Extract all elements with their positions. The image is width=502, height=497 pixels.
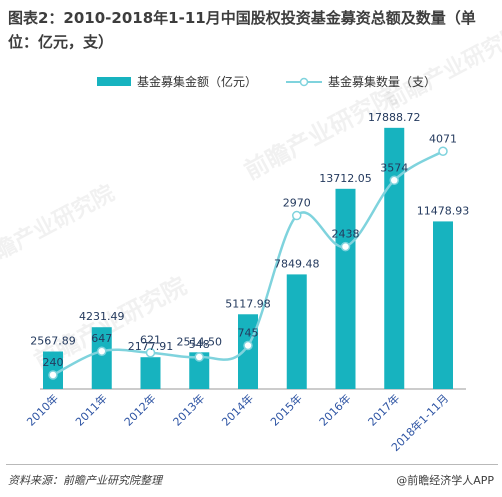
bar-value-label: 7849.48 bbox=[274, 257, 320, 270]
line-point bbox=[292, 210, 302, 221]
bar bbox=[384, 127, 405, 390]
line-value-label: 2438 bbox=[332, 228, 360, 241]
bar-value-label: 4231.49 bbox=[79, 310, 125, 323]
line-point bbox=[243, 340, 253, 351]
chart-title: 图表2：2010-2018年1-11月中国股权投资基金募资总额及数量（单位：亿元… bbox=[8, 9, 476, 51]
brand-credit: @前瞻经济学人APP bbox=[396, 474, 494, 487]
legend-swatch-bar bbox=[97, 77, 131, 86]
x-tick-label: 2013年 bbox=[170, 391, 207, 428]
line-value-label: 2970 bbox=[283, 197, 311, 210]
footer-divider bbox=[6, 464, 498, 465]
line-point bbox=[340, 241, 351, 252]
line-point bbox=[438, 146, 448, 157]
bar bbox=[238, 314, 258, 389]
line-value-label: 621 bbox=[140, 334, 161, 347]
legend-label-bar: 基金募集金额（亿元） bbox=[137, 74, 257, 89]
line-path bbox=[52, 150, 444, 377]
legend-marker-line bbox=[299, 77, 309, 87]
x-tick-label: 2010年 bbox=[24, 391, 61, 428]
bar bbox=[433, 221, 453, 389]
x-axis-tick-labels: 2010年 2011年 2012年 2013年 2014年 2015年 2016年 2017年… bbox=[24, 391, 451, 454]
line-value-label: 240 bbox=[43, 356, 64, 369]
line-point bbox=[194, 352, 204, 362]
line-series bbox=[48, 146, 448, 380]
line-point bbox=[145, 347, 156, 358]
bar-value-label: 17888.72 bbox=[368, 111, 421, 124]
x-tick-label: 2012年 bbox=[121, 391, 158, 428]
line-value-label: 647 bbox=[91, 332, 112, 345]
x-tick-label: 2016年 bbox=[316, 391, 353, 428]
x-tick-label: 2011年 bbox=[72, 391, 109, 428]
bar bbox=[91, 327, 112, 389]
line-point bbox=[389, 175, 399, 186]
line-point bbox=[97, 346, 107, 356]
line-value-label: 4071 bbox=[429, 132, 457, 145]
x-tick-label: 2017年 bbox=[365, 391, 402, 428]
source-note: 资料来源：前瞻产业研究院整理 bbox=[8, 474, 162, 487]
watermark-text: 前瞻产业研究院 bbox=[240, 82, 401, 186]
bar-value-label: 2514.50 bbox=[177, 335, 223, 348]
legend: 基金募集金额（亿元） 基金募集数量（支） bbox=[97, 74, 436, 89]
bar-value-label: 2567.89 bbox=[30, 335, 76, 348]
x-tick-label: 2014年 bbox=[219, 391, 256, 428]
line-value-label: 745 bbox=[238, 326, 259, 339]
bar bbox=[286, 274, 307, 389]
bar bbox=[335, 188, 356, 389]
bar-value-label: 2177.91 bbox=[128, 340, 174, 353]
bar-value-label: 11478.93 bbox=[417, 204, 470, 217]
line-point bbox=[48, 370, 58, 380]
bar bbox=[140, 357, 161, 389]
watermark-text: 前瞻产业研究院 bbox=[381, 20, 502, 115]
line-value-label: 548 bbox=[189, 338, 210, 351]
legend-label-line: 基金募集数量（支） bbox=[328, 74, 436, 89]
bar-value-label: 5117.98 bbox=[225, 297, 271, 310]
watermark-text: 前瞻产业研究院 bbox=[0, 180, 119, 275]
bar-value-label: 13712.05 bbox=[319, 172, 372, 185]
bar bbox=[189, 352, 210, 389]
line-value-labels: 240 647 621 548 745 2970 2438 3574 4071 bbox=[43, 132, 458, 369]
x-tick-label: 2015年 bbox=[267, 391, 304, 428]
line-value-label: 3574 bbox=[380, 161, 408, 174]
